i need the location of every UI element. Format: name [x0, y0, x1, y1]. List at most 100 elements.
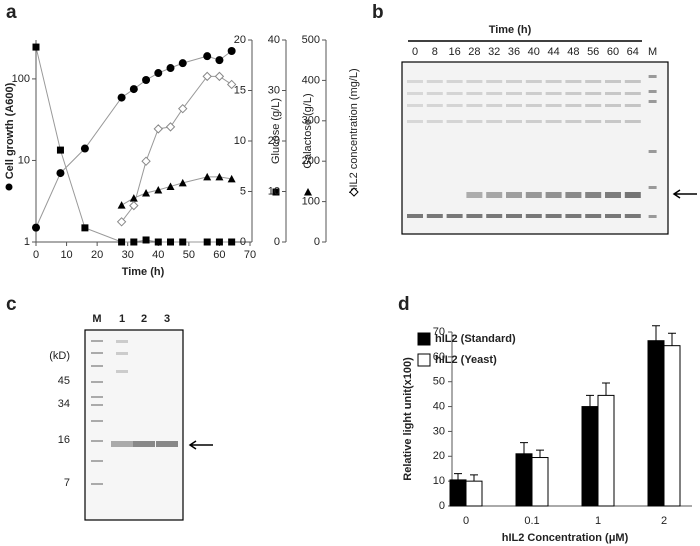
x-tick-label: 20	[91, 249, 103, 261]
point	[118, 238, 126, 246]
y-tick-label: 40	[268, 34, 280, 46]
point	[56, 169, 65, 178]
error-bar	[602, 382, 610, 396]
gel-band	[565, 104, 582, 107]
gel-band	[506, 104, 522, 107]
gel-band	[116, 352, 128, 355]
point	[203, 172, 212, 181]
x-tick-label: 30	[122, 249, 134, 261]
y-axis-title: Galactose (g/L)	[302, 93, 314, 168]
lane-label: 60	[607, 46, 619, 58]
lane-label: 2	[141, 313, 147, 325]
gel-band	[565, 80, 582, 83]
gel-band	[506, 120, 522, 123]
point	[227, 174, 236, 183]
arrow	[188, 440, 213, 450]
gel-band	[605, 80, 621, 83]
x-tick-label: 2	[661, 515, 667, 527]
gel-band	[133, 441, 155, 447]
gel-band	[446, 80, 463, 83]
gel-band	[407, 214, 423, 218]
legend-swatch	[417, 332, 431, 346]
error-bar	[668, 332, 676, 346]
marker-label: 16	[58, 434, 70, 446]
marker-label: 45	[58, 375, 70, 387]
y-tick-label: 15	[234, 84, 246, 96]
x-tick-label: 40	[152, 249, 164, 261]
lane-label: 64	[627, 46, 639, 58]
lane-label: 36	[508, 46, 520, 58]
point	[178, 103, 188, 114]
gel-band	[525, 80, 542, 83]
gel-band	[585, 92, 602, 95]
gel-band	[407, 120, 423, 123]
unit-label: (kD)	[49, 350, 70, 362]
y-tick-label: 100	[12, 73, 30, 85]
point	[154, 69, 163, 78]
point	[214, 71, 225, 82]
error-bar	[586, 394, 594, 407]
gel-band	[486, 214, 503, 218]
point	[117, 93, 126, 102]
gel-band	[585, 192, 602, 198]
gel-band	[91, 404, 103, 406]
point	[130, 238, 138, 246]
bar	[581, 406, 599, 507]
gel-band	[446, 92, 463, 95]
gel-band	[624, 214, 641, 218]
legend-label: hIL2 (Yeast)	[435, 354, 497, 366]
gel-band	[506, 192, 522, 198]
point	[153, 124, 163, 134]
gel-band	[525, 214, 542, 218]
lane-label: 32	[488, 46, 500, 58]
gel-band	[624, 120, 641, 123]
gel-band	[648, 150, 657, 153]
x-tick-label: 60	[213, 249, 225, 261]
gel-band	[466, 92, 483, 95]
point	[117, 201, 126, 209]
marker-label: 34	[58, 398, 70, 410]
gel-band	[91, 460, 103, 462]
arrow	[672, 189, 697, 199]
point	[166, 64, 175, 73]
gel-band	[466, 104, 483, 107]
gel-band	[446, 104, 463, 107]
gel-band	[426, 120, 443, 123]
y-axis-title: Cell growth (A600)	[4, 82, 16, 179]
point	[203, 238, 211, 246]
y-tick-label: 1	[24, 236, 30, 248]
gel-band	[116, 370, 128, 373]
y-tick-label: 40	[433, 400, 445, 412]
gel-band	[91, 483, 103, 485]
bar	[465, 480, 483, 507]
gel-band	[466, 80, 483, 83]
gel-band	[525, 192, 542, 198]
y-tick-label: 50	[433, 376, 445, 388]
y-tick-label: 0	[274, 236, 280, 248]
gel-band	[605, 92, 621, 95]
gel-band	[156, 441, 178, 447]
y-tick-label: 500	[302, 34, 320, 46]
marker-label: 7	[64, 477, 70, 489]
y-tick-label: 30	[433, 425, 445, 437]
x-tick-label: 70	[244, 249, 256, 261]
gel-band	[407, 80, 423, 83]
gel-band	[91, 396, 103, 398]
y-tick-label: 10	[433, 475, 445, 487]
panel-letter: d	[398, 294, 410, 315]
point	[142, 75, 151, 84]
legend-marker	[304, 188, 312, 196]
gel-band	[565, 120, 582, 123]
x-tick-label: 0	[33, 249, 39, 261]
gel-band	[624, 92, 641, 95]
y-tick-label: 0	[439, 500, 445, 512]
point	[178, 178, 187, 187]
gel-band	[111, 441, 133, 447]
point	[227, 46, 236, 55]
point	[215, 238, 223, 246]
gel-band	[506, 214, 522, 218]
lane-label: 16	[448, 46, 460, 58]
gel-band	[91, 365, 103, 367]
lane-label: 56	[587, 46, 599, 58]
y-tick-label: 5	[240, 185, 246, 197]
